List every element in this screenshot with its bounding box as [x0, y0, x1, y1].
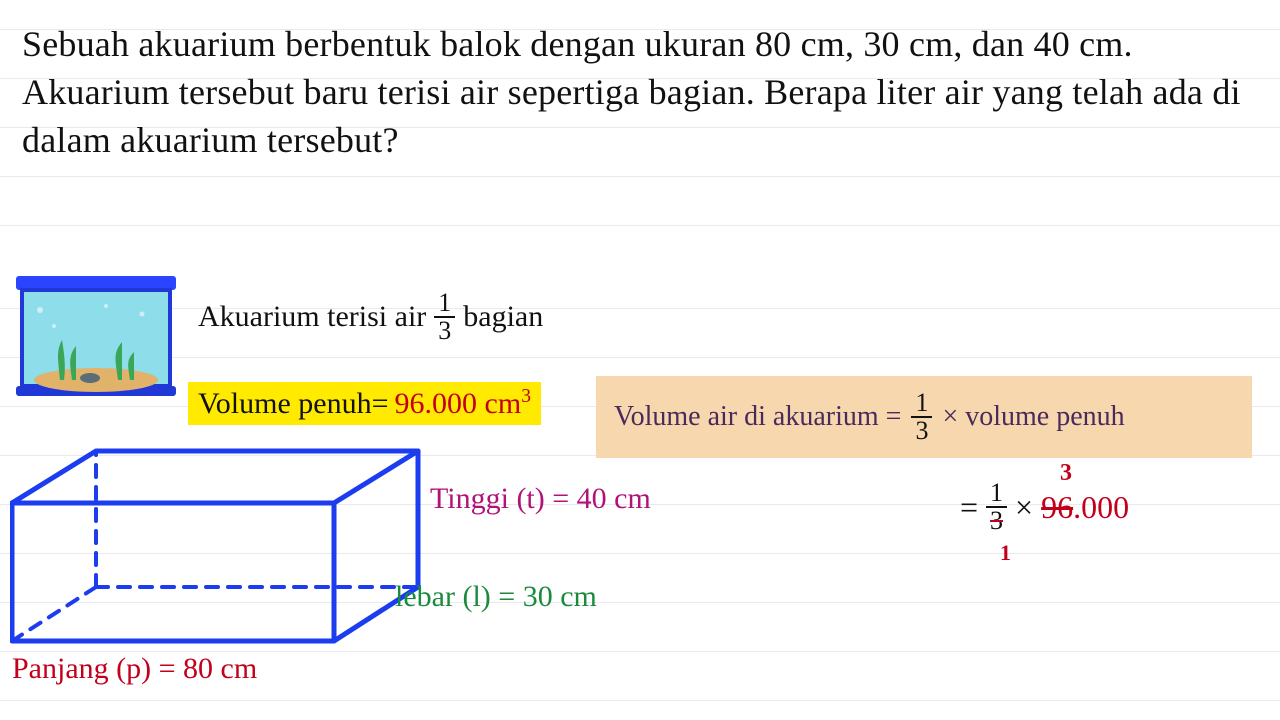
- info-prefix: Akuarium terisi air: [198, 300, 426, 334]
- handwritten-bottom-cancel: 1: [1000, 540, 1011, 566]
- peach-text-b: × volume penuh: [942, 401, 1124, 433]
- equals-sign: =: [960, 489, 978, 526]
- calculation-step: = 1 3 × 96.000: [960, 480, 1129, 534]
- fraction-denominator: 3: [434, 318, 455, 344]
- volume-full-value: 96.000 cm3: [395, 386, 531, 421]
- info-suffix: bagian: [463, 300, 543, 334]
- question-text: Sebuah akuarium berbentuk balok dengan u…: [22, 20, 1250, 165]
- multiply-sign: ×: [1015, 489, 1033, 526]
- volume-full-label: Volume penuh=: [198, 387, 389, 421]
- dimension-width: lebar (l) = 30 cm: [395, 580, 597, 614]
- calc-fraction: 1 3: [986, 480, 1007, 534]
- calc-value: 96.000: [1041, 489, 1129, 526]
- peach-fraction: 1 3: [911, 390, 932, 444]
- info-fraction-line: Akuarium terisi air 1 3 bagian: [198, 290, 543, 344]
- peach-text-a: Volume air di akuarium =: [614, 401, 901, 433]
- cuboid-diagram: [10, 445, 422, 645]
- dimension-length: Panjang (p) = 80 cm: [12, 652, 257, 686]
- fraction-numerator: 1: [434, 290, 455, 318]
- volume-full-highlight: Volume penuh= 96.000 cm3: [188, 382, 541, 425]
- volume-water-formula-box: Volume air di akuarium = 1 3 × volume pe…: [596, 376, 1252, 458]
- aquarium-illustration: [10, 270, 182, 400]
- fraction-one-third: 1 3: [434, 290, 455, 344]
- handwritten-top-cancel: 3: [1060, 460, 1072, 487]
- dimension-height: Tinggi (t) = 40 cm: [430, 482, 651, 516]
